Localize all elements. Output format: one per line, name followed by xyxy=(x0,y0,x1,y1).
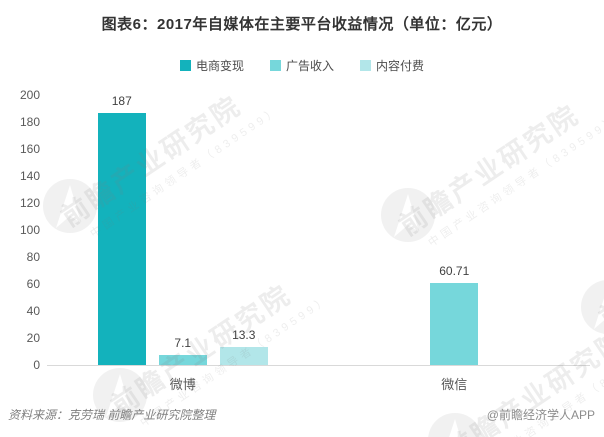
chart-title: 图表6：2017年自媒体在主要平台收益情况（单位：亿元） xyxy=(101,16,503,33)
ytick-label: 20 xyxy=(26,331,40,345)
category-label: 微博 xyxy=(169,377,196,392)
ytick-label: 200 xyxy=(19,88,40,102)
ytick-label: 100 xyxy=(19,223,40,237)
ytick-label: 160 xyxy=(19,142,40,156)
legend-label: 广告收入 xyxy=(285,59,334,73)
data-label: 187 xyxy=(111,93,132,108)
ytick-label: 120 xyxy=(19,196,40,210)
data-label: 13.3 xyxy=(232,328,256,343)
legend-item-内容付费: 内容付费 xyxy=(360,57,424,74)
footer: 资料来源：克劳瑞 前瞻产业研究院整理 @前瞻经济学人APP xyxy=(8,406,595,423)
data-label: 60.71 xyxy=(439,264,470,279)
ytick-label: 60 xyxy=(26,277,40,291)
legend-swatch xyxy=(269,60,281,71)
ytick-label: 0 xyxy=(33,358,40,372)
legend-item-广告收入: 广告收入 xyxy=(269,57,334,74)
legend-label: 电商变现 xyxy=(195,59,244,73)
legend-label: 内容付费 xyxy=(376,59,425,73)
bar-微博-广告收入 xyxy=(158,355,207,365)
legend: 电商变现 广告收入 内容付费 xyxy=(0,57,604,74)
ytick-label: 40 xyxy=(26,304,40,318)
source-note: 资料来源：克劳瑞 前瞻产业研究院整理 xyxy=(8,408,216,422)
bar-微博-内容付费 xyxy=(219,347,268,365)
legend-swatch xyxy=(360,60,371,71)
legend-item-电商变现: 电商变现 xyxy=(179,57,244,74)
ytick-label: 140 xyxy=(19,169,40,183)
category-label: 微信 xyxy=(441,377,468,392)
bar-微信-广告收入 xyxy=(430,283,479,365)
legend-swatch xyxy=(179,60,191,71)
data-label: 7.1 xyxy=(174,336,192,351)
x-axis-line xyxy=(47,365,590,366)
ytick-label: 80 xyxy=(26,250,40,264)
bar-微博-电商变现 xyxy=(97,112,146,365)
brand-credit: @前瞻经济学人APP xyxy=(486,408,595,422)
ytick-label: 180 xyxy=(19,115,40,129)
